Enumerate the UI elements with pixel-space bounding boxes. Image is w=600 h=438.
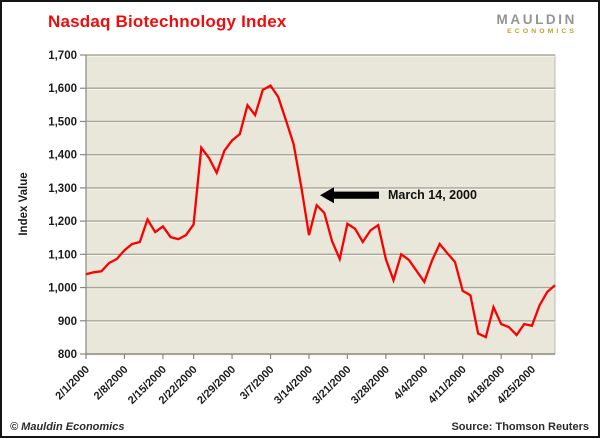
x-tick-label: 2/1/2000 — [53, 364, 92, 403]
y-tick-label: 1,400 — [48, 150, 77, 162]
footer-copyright: © Mauldin Economics — [10, 421, 125, 433]
plot-area — [85, 54, 556, 355]
x-tick-label: 3/21/2000 — [310, 364, 353, 407]
mauldin-economics-logo: MAULDIN ECONOMICS — [497, 13, 577, 35]
y-tick-label: 1,000 — [48, 283, 77, 295]
x-tick-label: 3/14/2000 — [272, 364, 315, 407]
annotation-arrow-left-icon — [320, 187, 379, 204]
y-tick-label: 900 — [58, 316, 77, 328]
y-axis-labels: 800 900 1,000 1,100 1,200 1,300 1,400 1,500 1,60… — [48, 50, 86, 361]
y-tick-label: 800 — [58, 349, 77, 361]
logo-subtitle: ECONOMICS — [507, 27, 577, 35]
x-tick-label: 2/29/2000 — [195, 364, 238, 407]
x-tick-label: 2/8/2000 — [92, 364, 131, 403]
y-tick-label: 1,700 — [48, 50, 77, 62]
footer-source: Source: Thomson Reuters — [451, 421, 589, 433]
y-tick-label: 1,200 — [48, 216, 77, 228]
logo-wordmark: MAULDIN — [496, 12, 577, 27]
series-line-nasdaq-biotech — [85, 84, 556, 339]
chart-title: Nasdaq Biotechnology Index — [48, 12, 287, 31]
y-tick-label: 1,100 — [48, 249, 77, 261]
x-tick-label: 3/28/2000 — [349, 364, 392, 407]
x-tick-label: 3/7/2000 — [238, 364, 277, 403]
annotation-label: March 14, 2000 — [388, 188, 477, 202]
x-tick-label: 4/11/2000 — [426, 364, 469, 407]
y-tick-label: 1,500 — [48, 116, 77, 128]
y-tick-label: 1,300 — [48, 183, 77, 195]
y-tick-label: 1,600 — [48, 83, 77, 95]
x-axis-labels: 2/1/2000 2/8/20002/15/20002/22/20002/29/2… — [53, 354, 538, 407]
x-tick-label: 4/4/2000 — [392, 364, 431, 403]
